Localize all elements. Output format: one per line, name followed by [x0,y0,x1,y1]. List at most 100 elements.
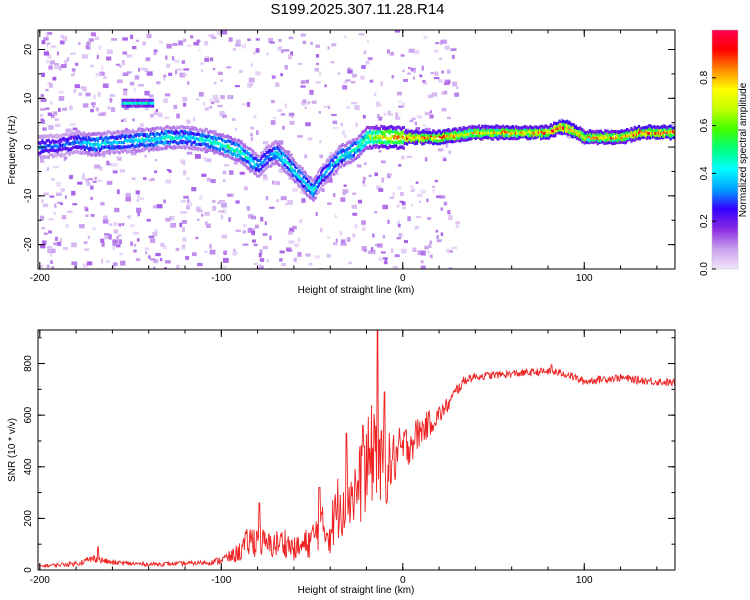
spectrogram-ridge-cell [335,170,338,174]
spectrogram-noise-cell [129,34,134,40]
spectrogram-noise-cell [352,233,356,238]
spectrogram-noise-cell [383,261,388,265]
spectrogram-ridge-cell [155,147,158,151]
spectrogram-noise-cell [88,178,93,181]
spectrogram-ridge-cell [637,131,641,135]
spectrogram-noise-cell [262,141,269,145]
spectrogram-noise-cell [323,105,329,108]
spectrogram-ridge-cell [624,140,628,144]
spectrogram-ridge-cell [314,180,317,184]
spectrogram-ridge-cell [289,154,292,158]
spectrogram-noise-cell [136,238,140,242]
spectrogram-ridge-cell [371,132,374,136]
spectrogram-noise-cell [234,85,240,88]
spectrogram-noise-cell [63,157,66,162]
spectrogram-ridge-cell [191,145,194,149]
spectrogram-ridge-cell [303,184,306,188]
spectrogram-noise-cell [130,241,133,247]
spectrogram-noise-cell [43,192,49,196]
spectrogram-noise-cell [137,211,140,217]
spectrogram-noise-cell [48,218,54,221]
spectrogram-sideband-cell [138,98,142,102]
spectrogram-ridge-cell [260,167,263,171]
spectrogram-noise-cell [251,230,256,236]
spectrogram-ridge-cell [471,124,474,128]
spectrogram-ridge-cell [255,162,258,166]
spectrogram-ridge-cell [114,137,117,141]
spectrogram-noise-cell [135,39,140,42]
spectrogram-noise-cell [220,79,223,82]
spectrogram-noise-cell [370,247,374,252]
spectrogram-noise-cell [316,62,319,65]
spectrogram-noise-cell [344,134,348,138]
spectrogram-sideband-cell [128,101,131,105]
spectrogram-noise-cell [288,36,294,40]
spectrogram-ridge-cell [218,148,221,152]
spectrogram-noise-cell [362,184,367,187]
spectrogram-noise-cell [246,205,251,211]
spectrogram-noise-cell [362,225,365,230]
spectrogram-ridge-cell [174,132,177,136]
spectrogram-ridge-cell [285,150,288,154]
spectrogram-noise-cell [54,64,59,70]
spectrogram-ridge-cell [413,142,416,146]
spectrogram-ridge-cell [104,142,107,146]
spectrogram-noise-cell [92,227,97,231]
spectrogram-noise-cell [113,229,118,234]
spectrogram-ridge-cell [443,129,446,133]
spectrogram-noise-cell [101,242,105,247]
spectrogram-noise-cell [415,127,421,131]
spectrogram-ridge-cell [212,137,215,141]
spectrogram-noise-cell [216,30,221,35]
spectrogram-ridge-cell [323,173,326,177]
spectrogram-ridge-cell [365,136,368,140]
spectrogram-noise-cell [389,173,392,177]
spectrogram-noise-cell [191,187,197,192]
spectrogram-ridge-cell [301,178,304,182]
spectrogram-ridge-cell [41,139,44,143]
spectrogram-noise-cell [72,203,78,206]
spectrogram-ridge-cell [188,132,191,136]
spectrogram-ridge-cell [315,192,318,196]
spectrogram-ridge-cell [52,139,55,143]
spectrogram-y-tick-label: 20 [23,44,34,56]
spectrogram-ridge-cell [303,170,306,174]
spectrogram-noise-cell [390,248,394,253]
spectrogram-noise-cell [95,107,99,112]
spectrogram-ridge-cell [297,183,300,187]
spectrogram-noise-cell [214,99,220,103]
spectrogram-ridge-cell [125,149,128,153]
spectrogram-ridge-cell [58,135,61,139]
spectrogram-noise-cell [302,99,307,103]
spectrogram-noise-cell [253,115,257,118]
spectrogram-noise-cell [455,221,461,225]
spectrogram-noise-cell [394,254,400,258]
spectrogram-noise-cell [437,79,443,83]
spectrogram-ridge-cell [337,158,340,162]
spectrogram-noise-cell [40,98,47,102]
spectrogram-noise-cell [355,122,358,128]
colorbar-tick-label: 0.2 [699,214,710,228]
spectrogram-noise-cell [361,246,367,251]
spectrogram-noise-cell [166,63,171,68]
spectrogram-noise-cell [369,79,374,83]
spectrogram-noise-cell [297,252,302,257]
spectrogram-ridge-cell [245,145,249,149]
spectrogram-sideband-cell [149,101,152,105]
spectrogram-ridge-cell [205,128,208,132]
spectrogram-noise-cell [126,71,132,74]
spectrogram-noise-cell [55,118,60,121]
spectrogram-noise-cell [108,234,112,239]
spectrogram-noise-cell [48,230,53,234]
spectrogram-ridge-cell [324,171,327,175]
spectrogram-noise-cell [193,116,196,122]
spectrogram-noise-cell [251,152,256,156]
spectrogram-ridge-cell [333,153,336,157]
spectrogram-noise-cell [175,247,180,251]
spectrogram-noise-cell [135,190,140,195]
spectrogram-noise-cell [182,220,187,224]
spectrogram-noise-cell [52,76,57,81]
spectrogram-ridge-cell [182,131,186,135]
spectrogram-noise-cell [276,199,280,203]
spectrogram-noise-cell [59,40,65,45]
